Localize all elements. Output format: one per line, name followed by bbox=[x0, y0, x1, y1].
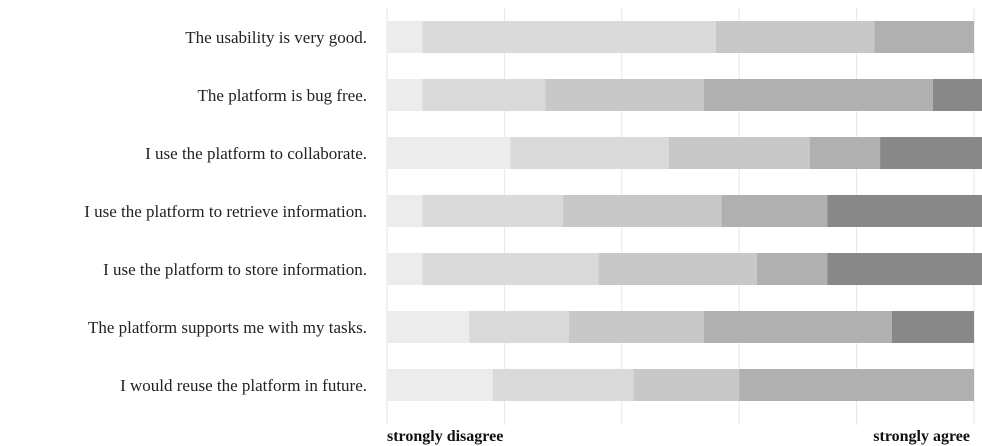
x-axis-right-label: strongly agree bbox=[873, 428, 970, 445]
bars bbox=[387, 21, 982, 401]
bar-segment-row6-level5 bbox=[891, 311, 974, 343]
category-label: I use the platform to collaborate. bbox=[145, 144, 367, 163]
bar-segment-row5-level3 bbox=[598, 253, 757, 285]
bar-segment-row1-level4 bbox=[874, 21, 974, 53]
bar-segment-row4-level2 bbox=[422, 195, 564, 227]
category-label: The platform supports me with my tasks. bbox=[88, 318, 367, 337]
bar-segment-row6-level4 bbox=[703, 311, 892, 343]
bar-segment-row3-level5 bbox=[880, 137, 982, 169]
bar-segment-row3-level1 bbox=[387, 137, 511, 169]
bar-segment-row4-level4 bbox=[721, 195, 828, 227]
bar-segment-row7-level2 bbox=[492, 369, 634, 401]
bar-segment-row5-level4 bbox=[756, 253, 828, 285]
bar-segment-row5-level1 bbox=[387, 253, 423, 285]
bar-segment-row1-level1 bbox=[387, 21, 423, 53]
category-label: The usability is very good. bbox=[185, 28, 367, 47]
bar-segment-row2-level4 bbox=[703, 79, 933, 111]
bar-segment-row7-level4 bbox=[739, 369, 974, 401]
bar-segment-row4-level3 bbox=[563, 195, 722, 227]
bar-segment-row4-level1 bbox=[387, 195, 423, 227]
bar-segment-row6-level1 bbox=[387, 311, 470, 343]
category-label: I use the platform to store information. bbox=[103, 260, 367, 279]
bar-segment-row1-level3 bbox=[715, 21, 875, 53]
x-axis-left-label: strongly disagree bbox=[387, 428, 503, 445]
category-labels: The usability is very good. The platform … bbox=[84, 28, 367, 395]
bar-segment-row3-level2 bbox=[510, 137, 669, 169]
bar-segment-row7-level3 bbox=[633, 369, 740, 401]
bar-segment-row2-level5 bbox=[932, 79, 982, 111]
bar-segment-row2-level3 bbox=[545, 79, 704, 111]
bar-segment-row1-level2 bbox=[422, 21, 716, 53]
category-label: I use the platform to retrieve informati… bbox=[84, 202, 367, 221]
bar-segment-row2-level2 bbox=[422, 79, 546, 111]
category-label: I would reuse the platform in future. bbox=[120, 376, 367, 395]
bar-segment-row3-level3 bbox=[668, 137, 810, 169]
bar-segment-row5-level5 bbox=[827, 253, 982, 285]
bar-segment-row7-level1 bbox=[387, 369, 493, 401]
bar-segment-row5-level2 bbox=[422, 253, 599, 285]
bar-segment-row2-level1 bbox=[387, 79, 423, 111]
bar-segment-row4-level5 bbox=[827, 195, 982, 227]
category-label: The platform is bug free. bbox=[198, 86, 367, 105]
bar-segment-row6-level2 bbox=[469, 311, 569, 343]
bar-segment-row3-level4 bbox=[809, 137, 881, 169]
bar-segment-row6-level3 bbox=[568, 311, 704, 343]
